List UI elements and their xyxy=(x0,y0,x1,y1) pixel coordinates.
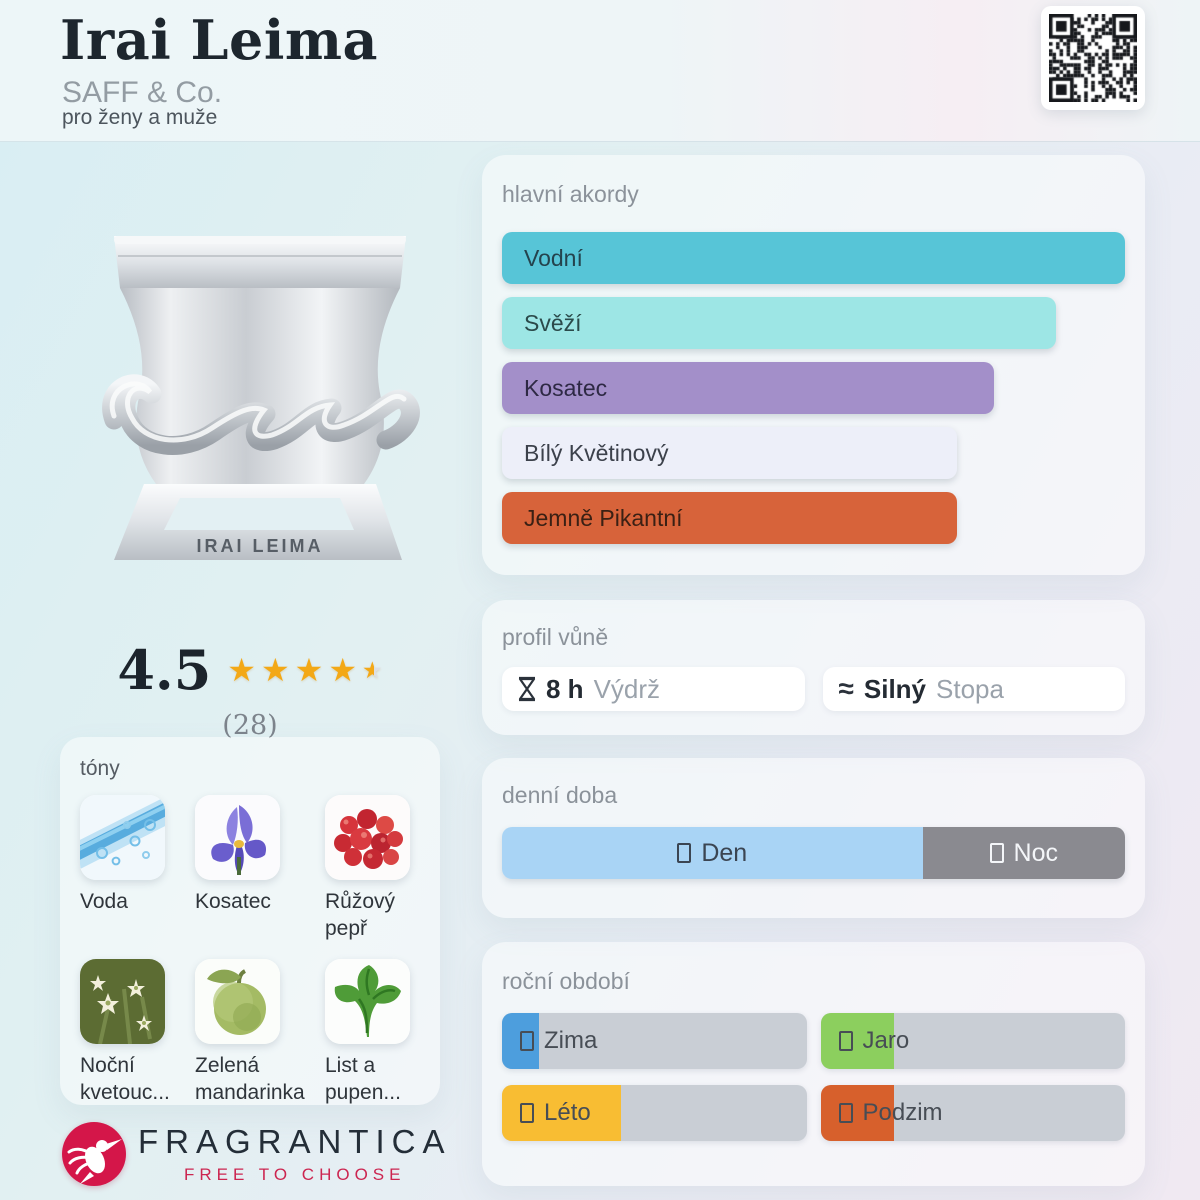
accords-card: hlavní akordy Vodní Svěží Kosatec Bílý K… xyxy=(482,155,1145,575)
accord-label: Svěží xyxy=(524,309,582,336)
rating-block: 4.5 ★ ★ ★ ★ ★ ★ (28) xyxy=(70,638,430,741)
star-icon: ★ xyxy=(294,652,324,688)
autumn-icon xyxy=(838,1103,853,1123)
season-label: Jaro xyxy=(862,1027,910,1054)
star-icon: ★ ★ xyxy=(362,656,383,683)
audience-label: pro ženy a muže xyxy=(62,106,218,129)
pink-pepper-image xyxy=(325,795,410,880)
season-label: Léto xyxy=(544,1099,591,1126)
note-grid: Voda Kosatec xyxy=(80,795,420,1106)
season-label: Zima xyxy=(544,1027,598,1054)
bottle-image: IRAI LEIMA xyxy=(88,222,432,574)
notes-title: tóny xyxy=(80,757,120,780)
seasons-card: roční období Zima Jaro xyxy=(482,942,1145,1186)
note-label: Zelená mandarinka xyxy=(195,1053,305,1104)
note-label: Růžový pepř xyxy=(325,890,396,941)
season-bar-zima: Zima xyxy=(502,1013,807,1069)
brand-name: SAFF & Co. xyxy=(62,76,223,109)
accord-label: Bílý Květinový xyxy=(524,439,669,466)
season-bar-podzim: Podzim xyxy=(820,1085,1125,1141)
season-fill xyxy=(820,1085,894,1141)
longevity-value: 8 h xyxy=(546,673,584,704)
season-grid: Zima Jaro Léto xyxy=(502,1013,1125,1141)
bottle-illustration: IRAI LEIMA xyxy=(102,236,420,560)
season-bar-jaro: Jaro xyxy=(820,1013,1125,1069)
note-label: Noční kvetouc... xyxy=(80,1053,170,1104)
page-title: Irai Leima xyxy=(60,8,378,72)
accords-title: hlavní akordy xyxy=(502,181,639,207)
rating-score: 4.5 xyxy=(117,638,212,702)
currant-leaf-image xyxy=(325,958,410,1044)
note-item[interactable]: Kosatec xyxy=(195,795,325,943)
footer-brand: FRAGRANTICA xyxy=(138,1123,452,1160)
note-label: List a pupen... xyxy=(325,1053,401,1104)
note-item[interactable]: Voda xyxy=(80,795,195,943)
water-image xyxy=(80,795,165,880)
note-label: Voda xyxy=(80,890,128,913)
footer-tagline: FREE TO CHOOSE xyxy=(184,1165,406,1184)
time-of-day-bar: Den Noc xyxy=(502,827,1125,879)
accord-bar-kosatec[interactable]: Kosatec xyxy=(502,362,995,414)
star-icon: ★ xyxy=(328,652,358,688)
accord-list: Vodní Svěží Kosatec Bílý Květinový Jemně… xyxy=(502,232,1125,544)
day-label: Den xyxy=(701,838,748,867)
accord-label: Vodní xyxy=(524,244,583,271)
profile-title: profil vůně xyxy=(502,624,609,650)
sillage-value: Silný xyxy=(863,673,927,704)
night-label: Noc xyxy=(1013,838,1058,867)
notes-card: tóny Voda xyxy=(60,737,440,1105)
time-of-day-card: denní doba Den Noc xyxy=(482,758,1145,918)
bottle-engraving: IRAI LEIMA xyxy=(197,536,324,556)
qr-code[interactable] xyxy=(1041,6,1145,110)
summer-icon xyxy=(520,1103,534,1123)
longevity-pill: 8 h Výdrž xyxy=(502,667,805,711)
note-item[interactable]: List a pupen... xyxy=(325,958,420,1107)
iris-image xyxy=(195,795,280,880)
footer-logo: FRAGRANTICA FREE TO CHOOSE xyxy=(62,1122,452,1186)
votes-count: (28) xyxy=(222,710,278,741)
sillage-pill: ≈ Silný Stopa xyxy=(822,667,1125,711)
note-item[interactable]: Růžový pepř xyxy=(325,795,420,943)
day-segment: Den xyxy=(502,827,923,879)
winter-icon xyxy=(520,1031,534,1051)
accord-bar-bily-kvetinovy[interactable]: Bílý Květinový xyxy=(502,427,957,479)
night-icon xyxy=(989,843,1004,863)
night-blooming-image xyxy=(80,958,165,1044)
star-rating: ★ ★ ★ ★ ★ ★ xyxy=(227,654,382,686)
hummingbird-icon xyxy=(62,1122,126,1186)
accord-label: Kosatec xyxy=(524,374,608,401)
time-of-day-title: denní doba xyxy=(502,782,618,808)
accord-bar-vodni[interactable]: Vodní xyxy=(502,232,1125,284)
seasons-title: roční období xyxy=(502,968,630,994)
accord-bar-svezi[interactable]: Svěží xyxy=(502,297,1057,349)
longevity-label: Výdrž xyxy=(593,673,661,704)
note-item[interactable]: Noční kvetouc... xyxy=(80,958,195,1107)
star-icon: ★ xyxy=(260,652,290,688)
qr-code-canvas xyxy=(1049,14,1137,102)
note-item[interactable]: Zelená mandarinka xyxy=(195,958,325,1107)
day-icon xyxy=(677,843,692,863)
season-fill xyxy=(820,1013,894,1069)
spring-icon xyxy=(838,1031,853,1051)
hourglass-icon xyxy=(518,676,536,702)
accord-bar-jemne-pikantni[interactable]: Jemně Pikantní xyxy=(502,492,957,544)
night-segment: Noc xyxy=(922,827,1125,879)
sillage-label: Stopa xyxy=(936,673,1004,704)
header: Irai Leima SAFF & Co. pro ženy a muže xyxy=(0,0,1200,142)
sillage-icon: ≈ xyxy=(838,673,854,704)
season-bar-leto: Léto xyxy=(502,1085,807,1141)
note-label: Kosatec xyxy=(195,890,271,913)
star-icon: ★ xyxy=(227,652,256,688)
season-label: Podzim xyxy=(862,1099,943,1126)
profile-card: profil vůně 8 h Výdrž ≈ Silný Stopa xyxy=(482,600,1145,735)
green-mandarin-image xyxy=(195,958,280,1044)
accord-label: Jemně Pikantní xyxy=(524,504,683,531)
